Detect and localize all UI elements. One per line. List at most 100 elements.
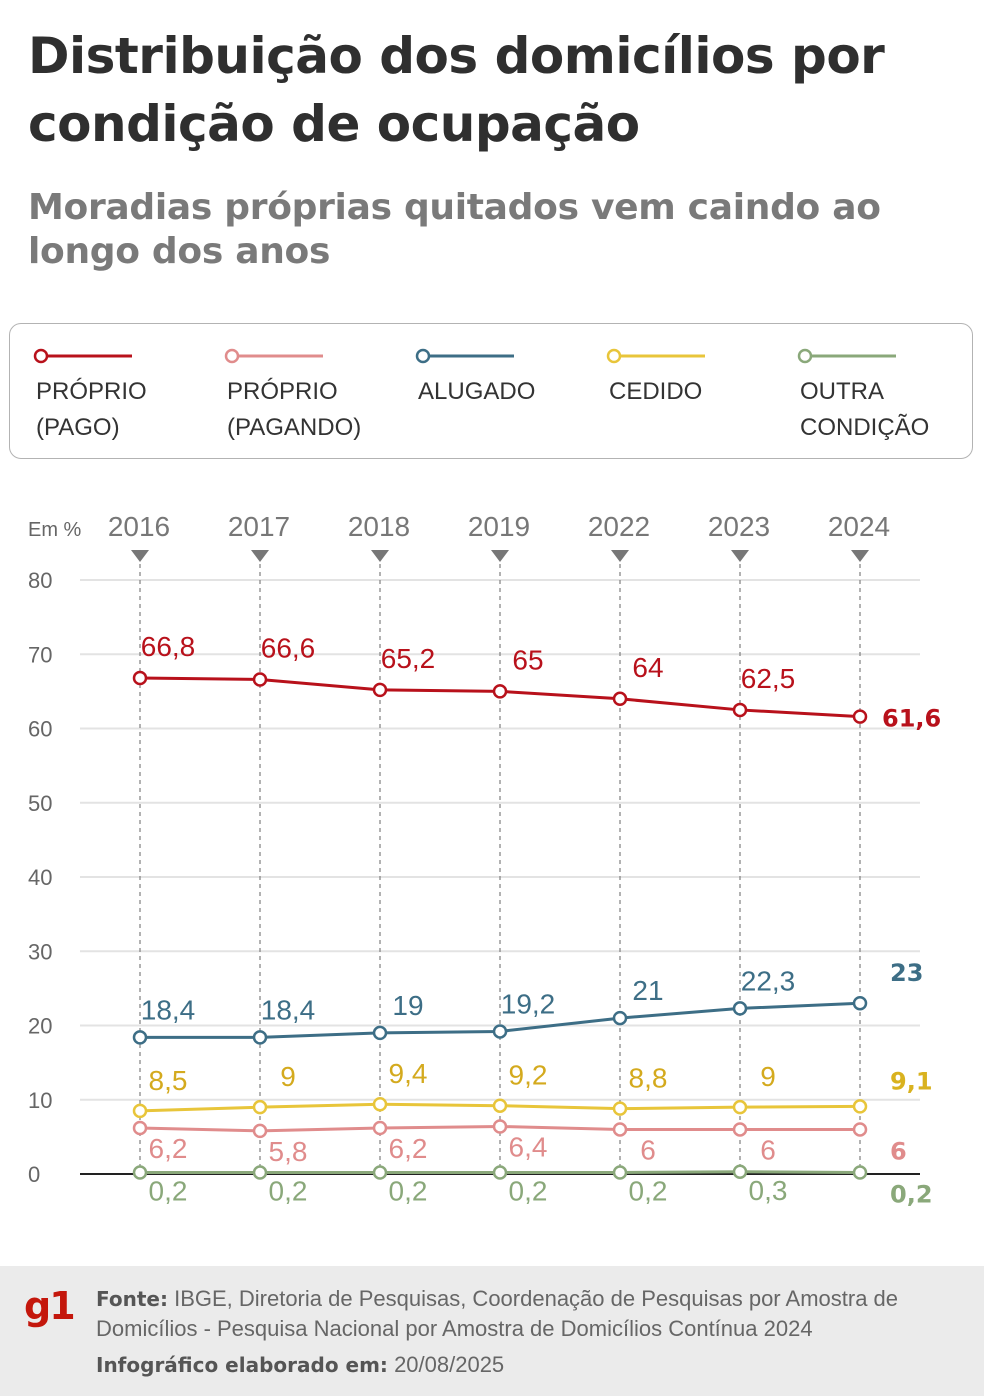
legend-item-alugado: ALUGADO [392, 324, 582, 454]
y-axis-unit-label: Em % [28, 519, 82, 541]
legend-label: PRÓPRIO (PAGO) [36, 378, 147, 441]
data-label: 22,3 [741, 965, 796, 996]
year-marker-triangle [131, 550, 149, 562]
data-point [132, 1120, 148, 1136]
x-tick-label: 2019 [468, 511, 530, 542]
data-point [132, 1103, 148, 1119]
data-point [372, 1025, 388, 1041]
data-point [612, 691, 628, 707]
data-label: 9,2 [509, 1060, 548, 1091]
data-point [732, 1164, 748, 1180]
data-label: 18,4 [261, 994, 316, 1025]
y-tick-label: 0 [28, 1162, 40, 1187]
data-point [372, 682, 388, 698]
data-label: 0,3 [749, 1175, 788, 1206]
data-label: 65,2 [381, 643, 436, 674]
data-point [372, 1096, 388, 1112]
legend-swatch [606, 348, 705, 364]
data-point [372, 1120, 388, 1136]
data-point [132, 670, 148, 686]
data-point [252, 1099, 268, 1115]
y-tick-label: 80 [28, 568, 52, 593]
y-tick-label: 70 [28, 642, 52, 667]
data-label: 9,4 [389, 1058, 428, 1089]
data-label: 8,5 [149, 1065, 188, 1096]
data-point [492, 684, 508, 699]
year-marker-triangle [731, 550, 749, 562]
y-tick-label: 50 [28, 791, 52, 816]
x-tick-label: 2022 [588, 511, 650, 542]
data-point [492, 1024, 508, 1039]
legend-swatch [797, 348, 896, 364]
y-tick-label: 10 [28, 1088, 52, 1113]
data-point [732, 1001, 748, 1016]
data-label: 21 [632, 975, 663, 1006]
data-label: 0,2 [149, 1176, 188, 1207]
y-tick-label: 30 [28, 939, 52, 964]
chart-subtitle: Moradias próprias quitados vem caindo ao… [28, 187, 881, 272]
data-label: 19 [392, 990, 423, 1021]
data-point [252, 1165, 268, 1180]
source-note: Fonte: IBGE, Diretoria de Pesquisas, Coo… [96, 1284, 956, 1344]
data-label: 0,2 [509, 1176, 548, 1207]
x-tick-label: 2016 [108, 511, 170, 542]
x-tick-label: 2023 [708, 511, 770, 542]
data-label: 6,2 [389, 1133, 428, 1164]
legend-label: PRÓPRIO (PAGANDO) [227, 378, 362, 441]
legend-label: OUTRA CONDIÇÃO [800, 378, 930, 441]
data-label: 6 [640, 1134, 656, 1165]
data-label: 0,2 [389, 1176, 428, 1207]
data-label: 64 [632, 652, 663, 683]
data-label: 6,2 [149, 1133, 188, 1164]
legend-item-proprio-pago: PRÓPRIO (PAGO) [10, 324, 200, 454]
data-point [612, 1101, 628, 1116]
legend: PRÓPRIO (PAGO) PRÓPRIO (PAGANDO) ALUGADO… [9, 323, 973, 459]
data-point [852, 709, 868, 724]
data-label: 66,8 [141, 631, 196, 662]
y-tick-label: 20 [28, 1014, 52, 1039]
data-label: 5,8 [269, 1136, 308, 1167]
data-label: 18,4 [141, 994, 196, 1025]
data-label: 8,8 [629, 1063, 668, 1094]
g1-logo: g1 [24, 1284, 76, 1328]
legend-item-outra-condicao: OUTRA CONDIÇÃO [774, 324, 964, 454]
data-label: 6 [890, 1137, 907, 1165]
data-label: 65 [512, 644, 543, 675]
year-marker-triangle [611, 550, 629, 562]
made-date: 20/08/2025 [394, 1352, 505, 1377]
data-label: 6 [760, 1134, 776, 1165]
x-tick-label: 2018 [348, 511, 410, 542]
data-label: 62,5 [741, 663, 796, 694]
data-label: 66,6 [261, 632, 316, 663]
year-marker-triangle [851, 550, 869, 562]
data-point [492, 1165, 508, 1180]
footer: g1 Fonte: IBGE, Diretoria de Pesquisas, … [0, 1266, 984, 1396]
year-marker-triangle [371, 550, 389, 562]
data-point [612, 1122, 628, 1137]
data-label: 9 [280, 1061, 296, 1092]
legend-item-proprio-pagando: PRÓPRIO (PAGANDO) [201, 324, 391, 454]
legend-swatch [33, 348, 132, 364]
y-tick-label: 60 [28, 717, 52, 742]
data-point [612, 1165, 628, 1180]
data-point [852, 1165, 868, 1180]
legend-label: ALUGADO [418, 378, 536, 405]
data-label: 0,2 [890, 1181, 933, 1209]
data-point [612, 1010, 628, 1026]
data-point [492, 1119, 508, 1134]
data-point [372, 1165, 388, 1180]
data-label: 9,1 [890, 1067, 933, 1095]
data-point [252, 1123, 268, 1139]
data-point [852, 995, 868, 1011]
data-point [852, 1099, 868, 1114]
year-marker-triangle [491, 550, 509, 562]
data-label: 9 [760, 1061, 776, 1092]
data-label: 19,2 [501, 988, 556, 1019]
chart-title: Distribuição dos domicílios por condição… [28, 27, 885, 153]
data-point [492, 1098, 508, 1113]
legend-swatch [224, 348, 323, 364]
legend-swatch [415, 348, 514, 364]
data-label: 0,2 [629, 1176, 668, 1207]
legend-label: CEDIDO [609, 378, 703, 405]
data-point [732, 1099, 748, 1115]
